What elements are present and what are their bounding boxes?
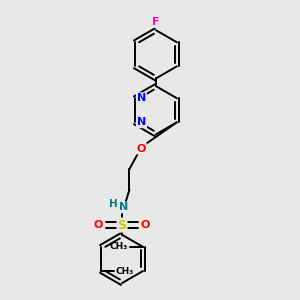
Text: N: N: [137, 93, 146, 103]
Text: CH₃: CH₃: [116, 266, 134, 275]
Text: S: S: [118, 219, 127, 232]
Text: N: N: [119, 202, 128, 212]
Text: O: O: [141, 220, 150, 230]
Text: CH₃: CH₃: [110, 242, 128, 251]
Text: F: F: [152, 17, 160, 27]
Text: O: O: [94, 220, 103, 230]
Text: N: N: [137, 117, 146, 127]
Text: O: O: [136, 143, 146, 154]
Text: H: H: [109, 200, 118, 209]
